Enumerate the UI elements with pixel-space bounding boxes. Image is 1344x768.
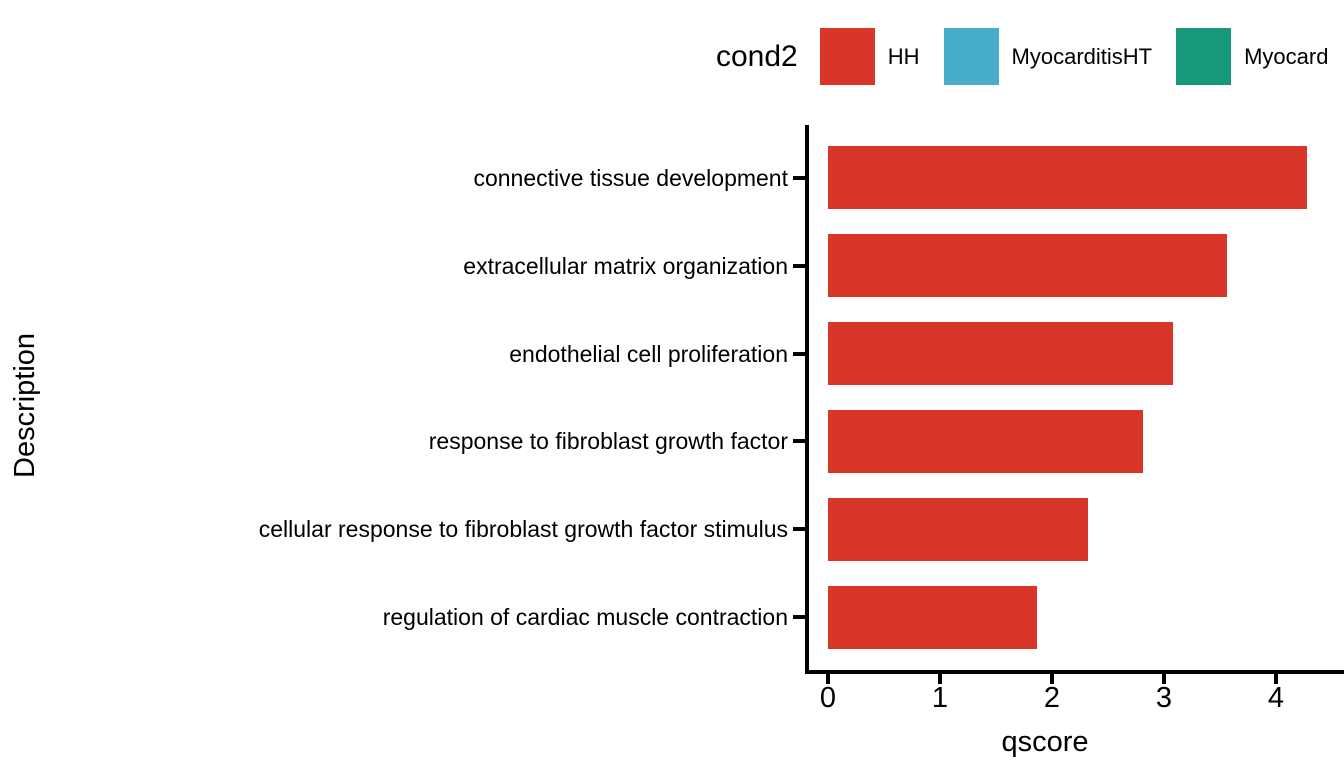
x-tick-label: 4: [1267, 682, 1285, 714]
legend-title: cond2: [716, 39, 798, 73]
legend-items: HH MyocarditisHT Myocard: [819, 28, 1344, 85]
legend-item: HH: [819, 28, 920, 85]
legend-label: Myocard: [1244, 43, 1329, 69]
y-tick: [793, 351, 805, 356]
y-tick: [793, 527, 805, 532]
bar: [828, 322, 1173, 386]
x-axis-title: qscore: [1001, 726, 1089, 758]
x-tick: [1050, 673, 1054, 684]
category-label: response to fibroblast growth factor: [428, 428, 788, 455]
category-label: cellular response to fibroblast growth f…: [258, 516, 788, 543]
legend-label: MyocarditisHT: [1011, 43, 1153, 69]
legend-item: Myocard: [1176, 28, 1328, 85]
x-tick: [938, 673, 942, 684]
bar: [828, 409, 1143, 473]
legend-swatch: [943, 28, 999, 85]
x-tick-label: 1: [931, 682, 949, 714]
x-tick: [1274, 673, 1278, 684]
legend-item: MyocarditisHT: [943, 28, 1153, 85]
bar: [828, 585, 1038, 649]
category-label: extracellular matrix organization: [463, 252, 788, 279]
y-tick: [793, 175, 805, 180]
bar: [828, 497, 1088, 561]
y-tick: [793, 439, 805, 444]
bar: [828, 234, 1227, 298]
x-tick-label: 3: [1155, 682, 1173, 714]
bar: [828, 146, 1308, 210]
plot-area: [805, 125, 1344, 674]
category-label: regulation of cardiac muscle contraction: [382, 604, 788, 631]
legend-swatch: [819, 28, 875, 85]
x-tick: [826, 673, 830, 684]
legend-label: HH: [887, 43, 920, 69]
x-tick: [1162, 673, 1166, 684]
legend-swatch: [1176, 28, 1232, 85]
category-label: endothelial cell proliferation: [509, 340, 788, 367]
category-label: connective tissue development: [473, 164, 788, 191]
y-tick: [793, 263, 805, 268]
x-tick-label: 0: [819, 682, 837, 714]
legend: cond2 HH MyocarditisHT Myocard: [716, 28, 1344, 85]
y-tick: [793, 615, 805, 620]
x-tick-label: 2: [1043, 682, 1061, 714]
